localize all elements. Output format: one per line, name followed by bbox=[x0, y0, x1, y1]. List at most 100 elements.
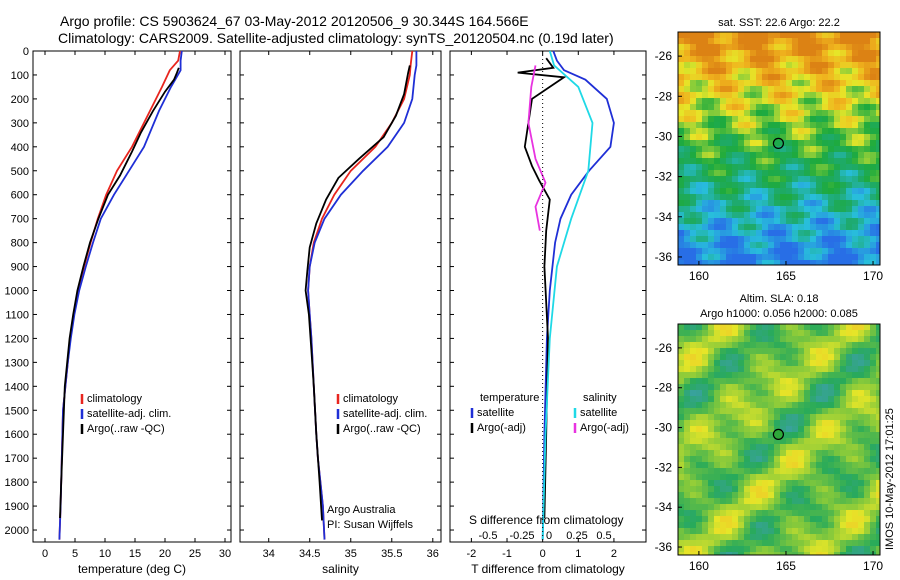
map-cell bbox=[834, 230, 840, 236]
map-cell bbox=[798, 396, 804, 402]
map-cell bbox=[678, 182, 684, 188]
map-cell bbox=[792, 360, 798, 366]
map-cell bbox=[738, 450, 744, 456]
x-tick-label-top: -0.5 bbox=[479, 530, 498, 542]
map-cell bbox=[780, 80, 786, 86]
map-cell bbox=[786, 510, 792, 516]
map-cell bbox=[798, 236, 804, 242]
map-cell bbox=[756, 360, 762, 366]
map-cell bbox=[876, 170, 880, 176]
map-cell bbox=[798, 224, 804, 230]
map-cell bbox=[822, 522, 828, 528]
map-cell bbox=[750, 456, 756, 462]
map-cell bbox=[822, 182, 828, 188]
map-cell bbox=[702, 176, 708, 182]
map-cell bbox=[864, 74, 870, 80]
map-cell bbox=[702, 480, 708, 486]
map-cell bbox=[792, 50, 798, 56]
map-cell bbox=[792, 164, 798, 170]
map-cell bbox=[834, 480, 840, 486]
map-cell bbox=[756, 504, 762, 510]
map-cell bbox=[744, 128, 750, 134]
map-cell bbox=[822, 480, 828, 486]
map-cell bbox=[714, 522, 720, 528]
map-cell bbox=[774, 354, 780, 360]
map-cell bbox=[756, 468, 762, 474]
map-cell bbox=[684, 146, 690, 152]
map-cell bbox=[876, 212, 880, 218]
map-cell bbox=[786, 182, 792, 188]
map-cell bbox=[732, 516, 738, 522]
map-cell bbox=[762, 32, 768, 38]
map-cell bbox=[840, 50, 846, 56]
map-cell bbox=[798, 194, 804, 200]
x-tick-label: 15 bbox=[129, 548, 141, 560]
map-cell bbox=[696, 62, 702, 68]
map-cell bbox=[684, 324, 690, 330]
map-cell bbox=[822, 122, 828, 128]
map-cell bbox=[732, 146, 738, 152]
map-cell bbox=[798, 384, 804, 390]
map-cell bbox=[750, 378, 756, 384]
map-cell bbox=[780, 330, 786, 336]
map-cell bbox=[744, 56, 750, 62]
map-cell bbox=[822, 408, 828, 414]
map-cell bbox=[870, 110, 876, 116]
map-cell bbox=[810, 254, 816, 260]
map-cell bbox=[738, 402, 744, 408]
map-cell bbox=[822, 354, 828, 360]
map-cell bbox=[768, 188, 774, 194]
map-cell bbox=[834, 426, 840, 432]
map-cell bbox=[702, 348, 708, 354]
map-cell bbox=[834, 80, 840, 86]
map-cell bbox=[840, 158, 846, 164]
map-cell bbox=[810, 534, 816, 540]
map-cell bbox=[876, 86, 880, 92]
map-cell bbox=[870, 146, 876, 152]
map-cell bbox=[846, 164, 852, 170]
map-cell bbox=[870, 98, 876, 104]
map-cell bbox=[786, 206, 792, 212]
map-cell bbox=[744, 540, 750, 546]
map-cell bbox=[858, 462, 864, 468]
map-cell bbox=[738, 140, 744, 146]
map-cell bbox=[864, 546, 870, 552]
map-cell bbox=[774, 444, 780, 450]
map-cell bbox=[780, 146, 786, 152]
map-cell bbox=[690, 50, 696, 56]
map-cell bbox=[786, 134, 792, 140]
map-cell bbox=[876, 534, 880, 540]
map-cell bbox=[726, 438, 732, 444]
map-cell bbox=[852, 194, 858, 200]
map-cell bbox=[678, 396, 684, 402]
map-cell bbox=[780, 38, 786, 44]
map-cell bbox=[876, 236, 880, 242]
map-cell bbox=[678, 528, 684, 534]
map-cell bbox=[738, 474, 744, 480]
map-cell bbox=[864, 402, 870, 408]
map-cell bbox=[756, 254, 762, 260]
map-cell bbox=[726, 360, 732, 366]
map-cell bbox=[804, 32, 810, 38]
map-cell bbox=[732, 230, 738, 236]
map-cell bbox=[858, 200, 864, 206]
map-cell bbox=[822, 396, 828, 402]
map-cell bbox=[762, 504, 768, 510]
map-cell bbox=[828, 348, 834, 354]
map-cell bbox=[846, 38, 852, 44]
map-cell bbox=[876, 504, 880, 510]
map-cell bbox=[768, 170, 774, 176]
map-cell bbox=[708, 330, 714, 336]
map-cell bbox=[834, 522, 840, 528]
map-cell bbox=[792, 68, 798, 74]
map-cell bbox=[744, 98, 750, 104]
map-cell bbox=[786, 92, 792, 98]
map-cell bbox=[720, 200, 726, 206]
map-cell bbox=[762, 140, 768, 146]
map-cell bbox=[750, 86, 756, 92]
map-cell bbox=[858, 432, 864, 438]
map-cell bbox=[762, 230, 768, 236]
map-cell bbox=[834, 348, 840, 354]
map-cell bbox=[762, 336, 768, 342]
map-cell bbox=[780, 206, 786, 212]
